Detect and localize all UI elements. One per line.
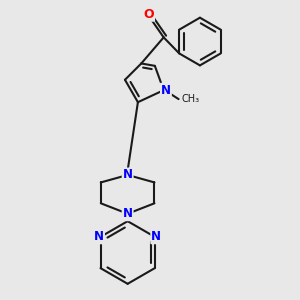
Text: N: N [151,230,161,243]
Text: N: N [161,84,171,97]
Text: O: O [143,8,154,21]
Text: N: N [123,207,133,220]
Text: N: N [94,230,104,243]
Text: N: N [123,169,133,182]
Text: CH₃: CH₃ [182,94,200,104]
